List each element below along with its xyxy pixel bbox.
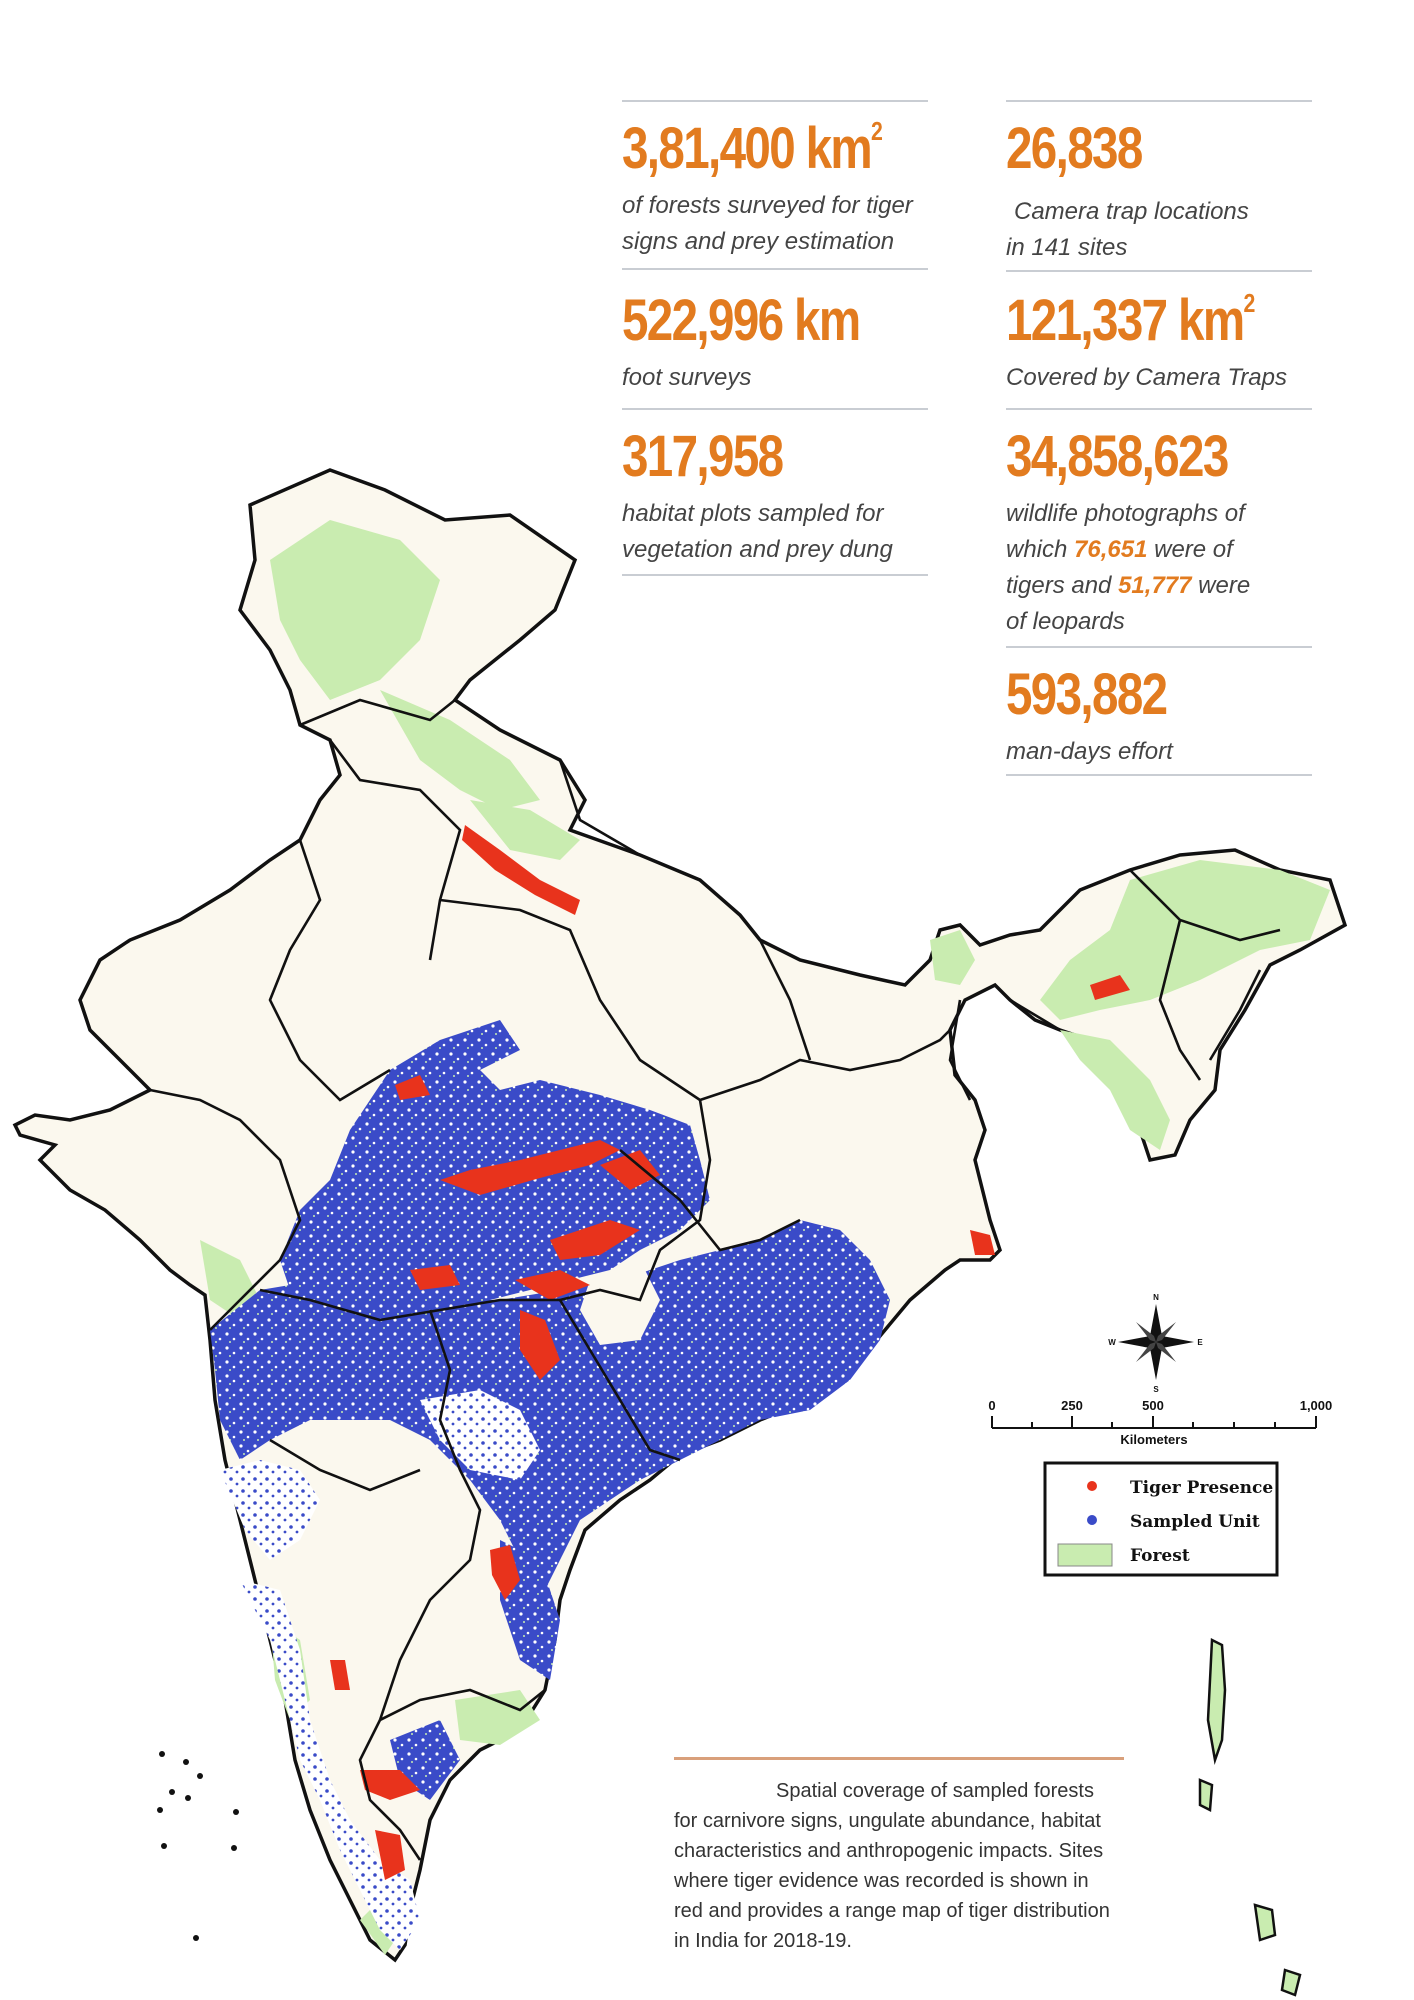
compass-w: W — [1108, 1338, 1116, 1347]
stat-desc: Camera trap locations in 141 sites — [1006, 198, 1249, 261]
stat-rule — [1006, 100, 1312, 102]
legend-swatch-forest — [1057, 1543, 1113, 1567]
legend-swatch-tiger — [1087, 1481, 1097, 1491]
scale-tick-0: 0 — [988, 1398, 995, 1413]
stat-rule — [622, 408, 928, 410]
stat-desc: Covered by Camera Traps — [1006, 364, 1287, 391]
legend-label-forest: Forest — [1130, 1546, 1190, 1566]
tiger-photo-count: 76,651 — [1074, 536, 1148, 563]
scale-bar — [991, 1416, 1317, 1429]
scale-tick-500: 500 — [1142, 1398, 1164, 1413]
stat-camera-coverage: 121,337 km2 Covered by Camera Traps — [1006, 288, 1326, 396]
scale-unit: Kilometers — [1120, 1432, 1187, 1447]
stat-value: 522,996 km — [622, 288, 861, 353]
stat-desc: wildlife photographs of which 76,651 wer… — [1006, 500, 1251, 635]
legend-label-sampled: Sampled Unit — [1130, 1512, 1260, 1532]
state-boundaries — [149, 698, 1281, 1861]
andaman-islands — [1198, 1638, 1302, 1997]
stat-desc: man-days effort — [1006, 738, 1173, 765]
legend-swatch-sampled — [1087, 1515, 1097, 1525]
stat-man-days: 593,882 man-days effort — [1006, 666, 1326, 770]
stat-rule — [622, 574, 928, 576]
legend-label-tiger: Tiger Presence — [1130, 1478, 1273, 1498]
stat-rule — [622, 100, 928, 102]
stat-value: 26,838 — [1006, 116, 1143, 181]
map-legend: Tiger Presence Sampled Unit Forest — [1043, 1461, 1279, 1577]
stat-camera-locations: 26,838 Camera trap locations in 141 sites — [1006, 120, 1326, 266]
stat-value: 3,81,400 km2 — [622, 116, 883, 181]
stat-value: 34,858,623 — [1006, 424, 1229, 489]
stat-rule — [1006, 408, 1312, 410]
stat-rule — [1006, 270, 1312, 272]
stat-foot-surveys: 522,996 km foot surveys — [622, 292, 942, 396]
stat-value: 317,958 — [622, 424, 784, 489]
compass-n: N — [1153, 1293, 1159, 1302]
compass-s: S — [1153, 1385, 1159, 1394]
scale-tick-250: 250 — [1061, 1398, 1083, 1413]
stat-wildlife-photos: 34,858,623 wildlife photographs of which… — [1006, 428, 1326, 640]
tiger-presence — [330, 825, 1130, 1880]
scale-tick-1000: 1,000 — [1300, 1398, 1333, 1413]
lakshadweep-islands — [157, 1751, 239, 1941]
stat-desc: habitat plots sampled for vegetation and … — [622, 500, 893, 563]
map-caption: Spatial coverage of sampled forests for … — [674, 1780, 1110, 1952]
stat-desc: foot surveys — [622, 364, 752, 391]
compass-rose: N E S W — [1108, 1293, 1203, 1394]
stat-desc: of forests surveyed for tiger signs and p… — [622, 192, 913, 255]
compass-e: E — [1197, 1338, 1203, 1347]
stat-forest-area: 3,81,400 km2 of forests surveyed for tig… — [622, 116, 942, 260]
stat-rule — [1006, 646, 1312, 648]
stat-habitat-plots: 317,958 habitat plots sampled for vegetat… — [622, 428, 942, 568]
stat-rule — [622, 268, 928, 270]
caption-rule — [674, 1757, 1124, 1760]
stat-rule — [1006, 774, 1312, 776]
stat-value: 121,337 km2 — [1006, 288, 1255, 353]
leopard-photo-count: 51,777 — [1118, 572, 1192, 599]
stat-value: 593,882 — [1006, 662, 1168, 727]
